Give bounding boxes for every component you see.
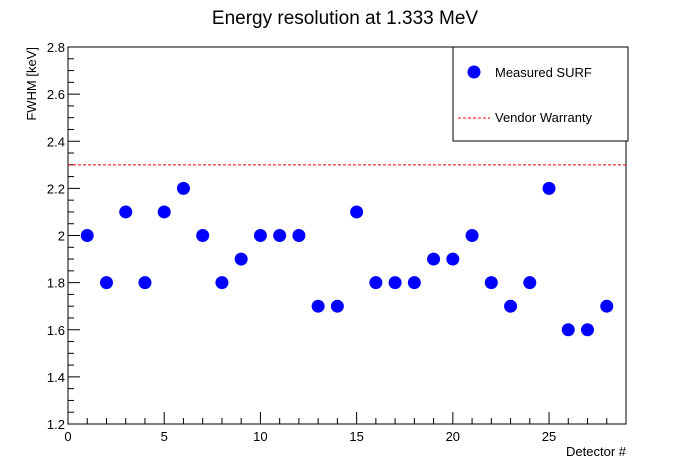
y-tick-label: 2.6 [47,87,65,102]
data-point [369,276,383,290]
data-point [215,276,229,290]
y-tick-label: 1.6 [47,323,65,338]
x-tick-label: 15 [349,429,363,444]
data-point [138,276,152,290]
legend-marker-measured [467,65,481,79]
legend-label-warranty: Vendor Warranty [495,110,593,125]
data-point [465,229,479,242]
data-point [388,276,402,290]
data-points [80,181,614,337]
y-tick-label: 1.4 [47,370,65,385]
data-point [80,229,94,242]
chart-title: Energy resolution at 1.333 MeV [212,8,478,29]
data-point [427,252,441,266]
legend: Measured SURF Vendor Warranty [452,46,629,142]
data-point [446,252,460,266]
x-tick-label: 5 [161,429,168,444]
legend-box [452,46,629,142]
data-point [176,181,190,195]
y-tick-label: 1.2 [47,417,65,432]
y-tick-label: 2 [58,229,65,244]
data-point [273,229,287,242]
data-point [350,205,364,219]
data-point [561,323,575,337]
y-tick-label: 1.8 [47,276,65,291]
x-tick-label: 20 [446,429,460,444]
x-axis: 0 5 10 15 20 25 [64,412,627,444]
y-tick-label: 2.8 [47,40,65,55]
data-point [523,276,537,290]
y-tick-label: 2.2 [47,181,65,196]
data-point [157,205,171,219]
data-point [234,252,248,266]
x-tick-label: 10 [253,429,267,444]
data-point [504,299,518,313]
x-tick-label: 25 [542,429,556,444]
data-point [99,276,113,290]
data-point [407,276,421,290]
x-axis-title: Detector # [566,444,627,459]
y-axis-title: FWHM [keV] [24,47,39,121]
data-point [311,299,325,313]
data-point [581,323,595,337]
data-point [196,229,210,242]
data-point [484,276,498,290]
y-axis: 1.2 1.4 1.6 1.8 2 2.2 2.4 2.6 2.8 [47,40,80,432]
data-point [600,299,614,313]
data-point [542,181,556,195]
data-point [119,205,133,219]
data-point [330,299,344,313]
data-point [253,229,267,242]
data-point [292,229,306,242]
legend-label-measured: Measured SURF [495,65,592,80]
x-tick-label: 0 [64,429,71,444]
y-tick-label: 2.4 [47,134,65,149]
